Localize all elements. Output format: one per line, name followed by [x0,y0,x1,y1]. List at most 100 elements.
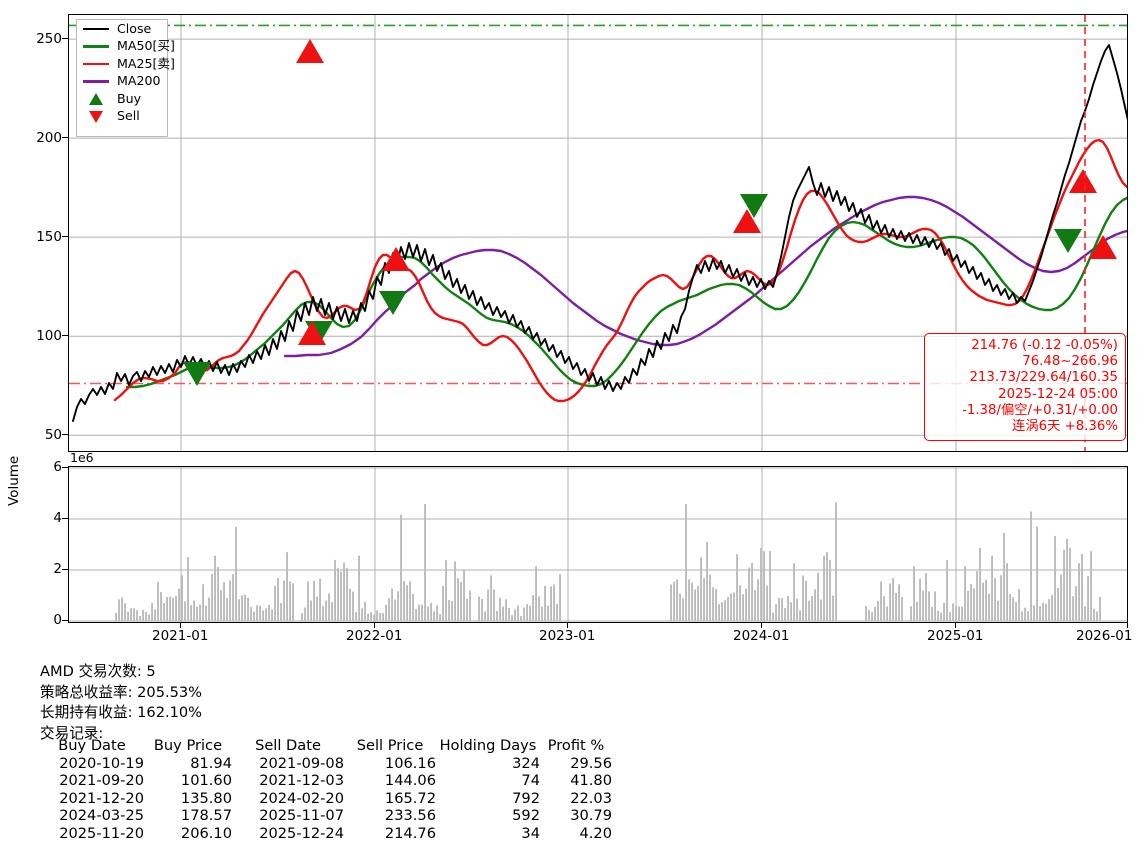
info-line-bias: -1.38/偏空/+0.31/+0.00 [962,402,1118,418]
table-cell: 2021-09-20 [59,772,144,790]
table-cell: 2024-02-20 [259,789,344,807]
xtick-mark-6 [1127,623,1129,628]
buy-marker-2 [183,362,211,386]
table-cell: 178.57 [180,807,232,825]
volume-tick-0 [62,619,68,621]
price-gridlines [69,15,1127,451]
volume-offset-text: 1e6 [70,450,94,465]
legend-label: Sell [117,108,140,124]
ma200-line-icon [82,73,110,90]
table-cell: 2021-09-08 [259,754,344,772]
xtick-2026-01: 2026-01 [1076,628,1133,644]
header-sell-date: Sell Date [255,737,321,754]
table-cell: 206.10 [180,824,232,842]
sell-marker-1 [296,39,324,63]
volume-plot-area [69,467,1127,622]
close-line-icon [82,20,110,37]
table-cell: 2025-11-07 [259,807,344,825]
table-row: 2021-09-20 101.60 2021-12-03 144.06 74 41.80 [40,772,612,790]
xtick-mark-3 [567,623,569,628]
price-ytick-100: 100 [36,328,62,344]
price-tick-150 [62,236,68,238]
legend-item-ma50: MA50[买] [77,38,175,56]
info-line-price: 214.76 (-0.12 -0.05%) [971,338,1118,353]
table-cell: 592 [512,807,540,825]
table-cell: 792 [512,789,540,807]
volume-tick-2 [62,568,68,570]
table-cell: 30.79 [570,807,612,825]
xtick-mark-2 [374,623,376,628]
table-cell: 2020-10-19 [59,754,144,772]
table-cell: 2025-12-24 [259,824,344,842]
legend-label: MA200 [117,73,161,89]
table-cell: 2021-12-03 [259,772,344,790]
price-ytick-200: 200 [36,130,62,146]
sell-marker-4 [733,209,761,233]
info-line-range: 76.48~266.96 [1022,354,1118,370]
sell-marker-2 [298,321,326,345]
table-cell: 324 [512,754,540,772]
price-info-box: 214.76 (-0.12 -0.05%) 76.48~266.96 213.7… [924,333,1126,442]
sell-marker-5 [1069,169,1097,193]
price-chart-axes: Close MA50[买] MA25[卖] MA200 Buy [68,14,1128,452]
summary-text: AMD 交易次数: 5 策略总收益率: 205.53% 长期持有收益: 162.… [40,662,202,744]
table-cell: 214.76 [384,824,436,842]
price-plot-area [69,15,1127,451]
price-ytick-250: 250 [36,31,62,47]
xtick-mark-4 [761,623,763,628]
volume-plot-svg [69,467,1127,622]
triangle-up-icon [82,91,110,108]
volume-tick-4 [62,517,68,519]
summary-records-title: 交易记录: [40,724,104,742]
table-cell: 233.56 [384,807,436,825]
table-cell: 135.80 [180,789,232,807]
price-tick-200 [62,137,68,139]
table-row: 2025-11-20 206.10 2025-12-24 214.76 34 4.20 [40,825,612,843]
header-buy-price: Buy Price [153,737,223,754]
sell-marker-3 [382,247,410,271]
close-price-line [72,44,1127,422]
legend-item-ma200: MA200 [77,73,167,91]
legend-item-ma25: MA25[卖] [77,55,175,73]
info-line-timestamp: 2025-12-24 05:00 [998,386,1118,402]
volume-chart-axes [68,466,1128,623]
table-cell: 34 [521,824,540,842]
summary-trade-count: AMD 交易次数: 5 [40,663,156,680]
header-buy-date: Buy Date [58,737,126,754]
table-row: 2024-03-25 178.57 2025-11-07 233.56 592 30.79 [40,807,612,825]
xtick-2025-01: 2025-01 [927,628,984,644]
xtick-2021-01: 2021-01 [152,628,209,644]
legend-item-sell: Sell [77,108,167,126]
sell-marker-6 [1089,235,1117,259]
ma25-line-icon [82,55,110,72]
legend-label: MA50[买] [117,38,175,54]
table-cell: 74 [521,772,540,790]
volume-ytick-2: 2 [53,561,62,577]
price-ytick-150: 150 [36,229,62,245]
legend-label: MA25[卖] [117,55,175,71]
legend-item-buy: Buy [77,90,167,108]
xtick-2023-01: 2023-01 [539,628,596,644]
price-tick-100 [62,335,68,337]
table-row: 2020-10-19 81.94 2021-09-08 106.16 324 29.56 [40,755,612,773]
table-cell: 144.06 [384,772,436,790]
volume-ytick-6: 6 [53,459,62,475]
table-cell: 2021-12-20 [59,789,144,807]
table-cell: 29.56 [570,754,612,772]
price-plot-svg [69,15,1127,451]
table-cell: 4.20 [579,824,613,842]
table-cell: 81.94 [190,754,232,772]
table-header-row: Buy Date Buy Price Sell Date Sell Price … [40,737,612,755]
buy-marker-6 [1054,229,1082,253]
buy-marker-5 [740,194,768,218]
price-ytick-50: 50 [44,427,62,443]
table-cell: 41.80 [570,772,612,790]
volume-bars [115,502,1101,621]
table-cell: 106.16 [384,754,436,772]
xtick-mark-1 [180,623,182,628]
legend-label: Buy [117,90,142,106]
table-cell: 2024-03-25 [59,807,144,825]
ma25-line [113,138,1127,403]
volume-ytick-4: 4 [53,510,62,526]
